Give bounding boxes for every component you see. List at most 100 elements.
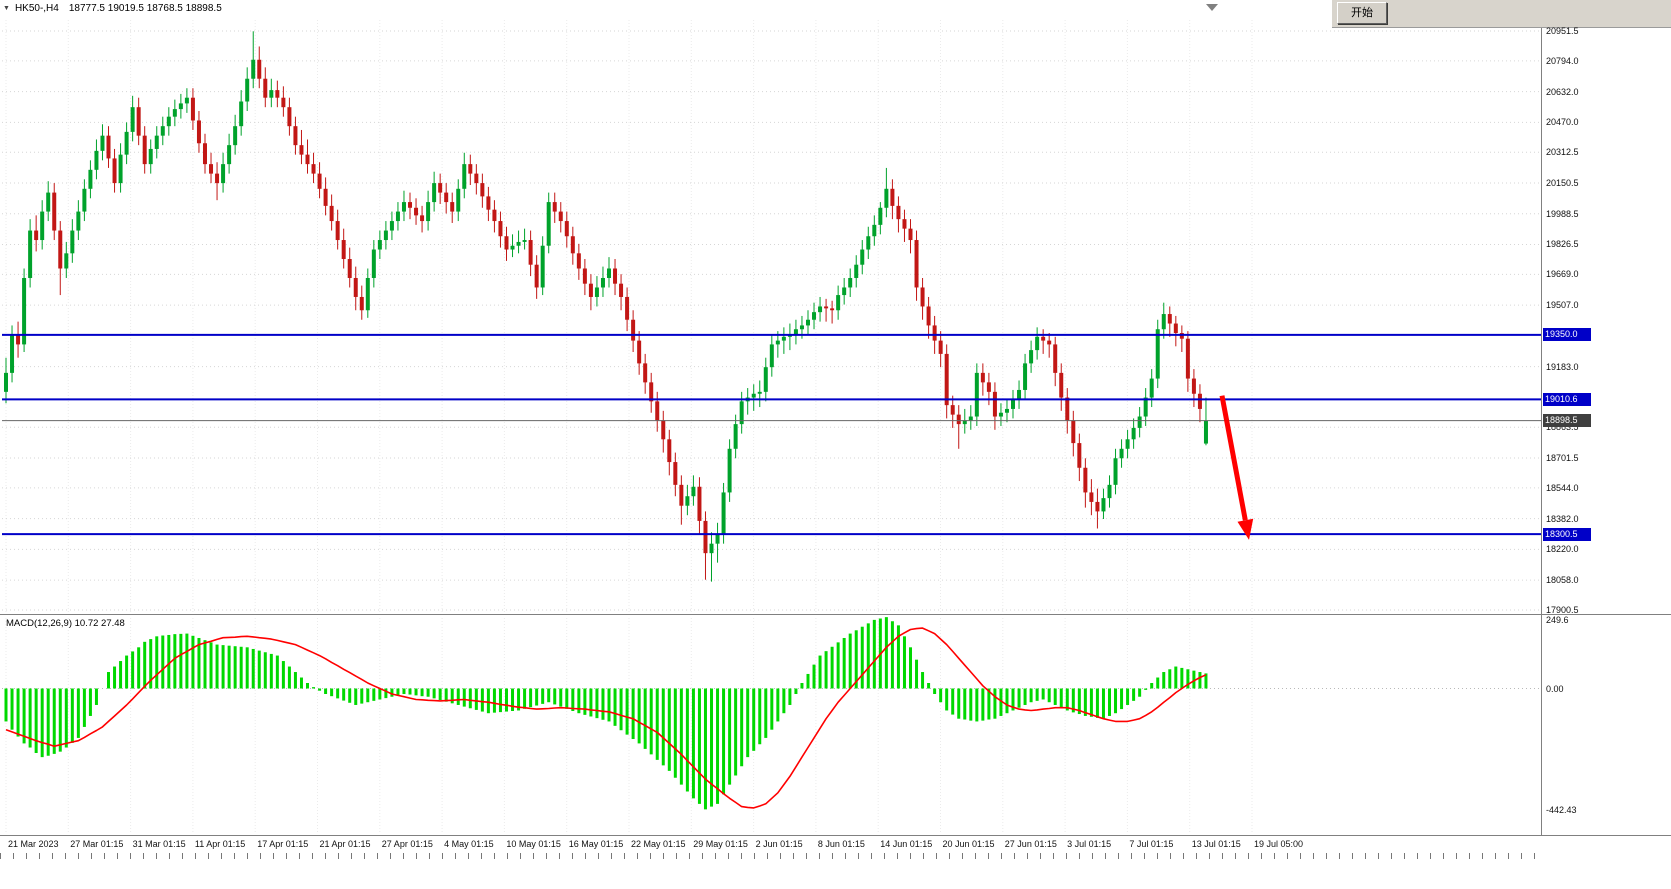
candle-body — [1203, 420, 1208, 444]
candle-body — [444, 192, 449, 203]
candle-body — [40, 211, 45, 241]
candle-body — [715, 534, 720, 544]
time-scale-ticks[interactable] — [0, 853, 1542, 859]
candle-body — [504, 236, 509, 250]
candle-body — [124, 131, 129, 155]
candle-body — [106, 135, 111, 159]
candle-body — [359, 296, 364, 311]
candle-body — [275, 90, 280, 98]
candle-body — [703, 520, 708, 554]
candle-body — [793, 329, 798, 335]
candle-body — [775, 340, 780, 345]
candle-body — [287, 107, 292, 127]
candle-body — [1029, 350, 1034, 364]
candle-body — [432, 183, 437, 203]
candle-body — [691, 486, 696, 497]
candle-body — [1017, 389, 1022, 400]
candle-body — [1167, 314, 1172, 324]
candle-body — [281, 97, 286, 108]
candle-body — [293, 126, 298, 146]
candle-body — [564, 221, 569, 237]
candle-body — [371, 249, 376, 278]
candle-body — [221, 164, 226, 184]
candle-body — [1047, 340, 1052, 345]
candle-body — [932, 325, 937, 341]
candle-body — [408, 202, 413, 208]
candle-body — [1185, 338, 1190, 379]
candle-body — [582, 268, 587, 284]
candle-body — [830, 308, 835, 311]
candle-body — [347, 259, 352, 278]
candle-body — [812, 312, 817, 320]
candle-body — [100, 135, 105, 151]
candle-body — [1089, 492, 1094, 502]
candle-body — [305, 154, 310, 165]
toolbar-strip: 开始 — [1332, 0, 1671, 28]
candle-body — [950, 405, 955, 415]
candle-body — [613, 268, 618, 284]
candle-body — [510, 245, 515, 250]
candle-body — [974, 372, 979, 417]
candle-body — [209, 164, 214, 174]
candle-body — [619, 283, 624, 297]
candle-body — [769, 344, 774, 368]
candle-body — [251, 59, 256, 79]
candle-body — [902, 219, 907, 229]
candle-body — [998, 412, 1003, 417]
candle-body — [576, 253, 581, 269]
candle-body — [148, 148, 153, 165]
candle-body — [926, 306, 931, 326]
candle-body — [980, 372, 985, 383]
candle-body — [1035, 336, 1040, 351]
candle-body — [130, 107, 135, 132]
candle-body — [552, 202, 557, 212]
candle-body — [34, 230, 39, 241]
candle-body — [10, 334, 15, 373]
candle-body — [643, 363, 648, 383]
candle-body — [1149, 378, 1154, 398]
candle-body — [558, 211, 563, 222]
candle-body — [227, 145, 232, 165]
candle-body — [468, 164, 473, 174]
candle-body — [836, 295, 841, 311]
candle-body — [890, 188, 895, 206]
candle-body — [377, 240, 382, 250]
candle-body — [986, 382, 991, 392]
candle-body — [299, 145, 304, 155]
candle-body — [697, 486, 702, 521]
candle-body — [721, 492, 726, 535]
candle-body — [480, 183, 485, 197]
candle-body — [269, 90, 274, 98]
candle-body — [1155, 329, 1160, 379]
candle-body — [896, 205, 901, 220]
candle-body — [58, 230, 63, 269]
candle-body — [739, 401, 744, 425]
candle-body — [245, 78, 250, 102]
candle-body — [317, 173, 322, 189]
start-button[interactable]: 开始 — [1337, 2, 1387, 24]
candle-body — [136, 107, 141, 136]
candle-body — [70, 230, 75, 254]
candle-body — [112, 158, 117, 184]
candle-body — [383, 230, 388, 241]
candle-body — [341, 240, 346, 260]
candle-body — [992, 391, 997, 417]
candle-body — [751, 393, 756, 398]
candle-body — [438, 183, 443, 193]
candle-body — [522, 240, 527, 242]
candle-body — [1137, 416, 1142, 428]
quote-ohlc-label: 18777.5 19019.5 18768.5 18898.5 — [68, 3, 222, 14]
candle-body — [329, 205, 334, 222]
candle-body — [239, 101, 244, 127]
candle-body — [962, 420, 967, 425]
candle-body — [190, 97, 195, 121]
chart-shift-marker-icon[interactable] — [1206, 4, 1218, 11]
candle-body — [420, 215, 425, 222]
symbol-dropdown-icon[interactable]: ▼ — [3, 5, 10, 12]
annotation-arrow-head[interactable] — [1237, 518, 1254, 540]
annotation-arrow-shaft[interactable] — [1219, 395, 1248, 521]
candle-body — [908, 228, 913, 241]
candle-body — [968, 416, 973, 421]
symbol-timeframe-label: HK50-,H4 — [14, 3, 59, 14]
